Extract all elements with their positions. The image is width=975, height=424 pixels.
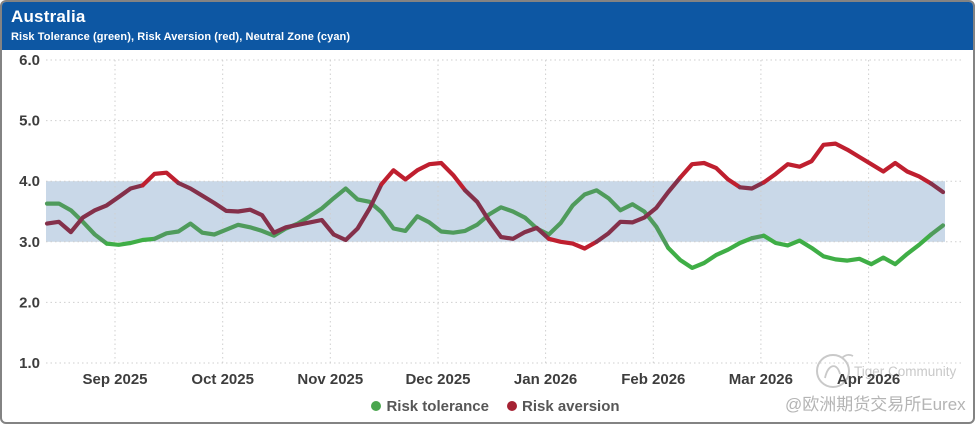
risk-tolerance-dot-icon <box>371 401 382 411</box>
legend-label-risk-aversion: Risk aversion <box>521 397 620 415</box>
y-tick-label: 3.0 <box>19 234 40 251</box>
y-tick-label: 5.0 <box>19 113 40 130</box>
series-risk-aversion <box>678 160 743 190</box>
series-risk-tolerance <box>749 233 766 241</box>
series-risk-aversion <box>594 175 683 244</box>
series-risk-aversion <box>761 141 934 186</box>
series-risk-aversion <box>737 180 766 191</box>
chart-subtitle: Risk Tolerance (green), Risk Aversion (r… <box>11 31 351 44</box>
series-risk-aversion <box>176 180 384 243</box>
series-risk-tolerance <box>761 232 934 267</box>
series-risk-aversion <box>44 183 145 235</box>
tiger-logo-icon <box>816 354 850 388</box>
x-tick-label: Sep 2025 <box>82 371 147 388</box>
watermark-community: Tiger Community <box>854 364 957 379</box>
y-tick-label: 4.0 <box>19 173 40 190</box>
series-risk-tolerance <box>44 201 109 246</box>
tiger-logo-icon <box>824 353 854 379</box>
x-tick-label: Jan 2026 <box>514 371 577 388</box>
risk-aversion-dot-icon <box>506 401 517 411</box>
legend-item-risk-aversion[interactable]: Risk aversion <box>506 397 620 415</box>
x-tick-label: Oct 2025 <box>191 371 254 388</box>
x-tick-label: Nov 2025 <box>297 371 363 388</box>
series-risk-tolerance <box>104 236 157 247</box>
series-risk-aversion <box>546 236 599 251</box>
x-tick-label: Mar 2026 <box>729 371 793 388</box>
chart-legend: Risk tolerance Risk aversion <box>46 395 945 417</box>
legend-label-risk-tolerance: Risk tolerance <box>386 397 489 415</box>
y-tick-label: 2.0 <box>19 294 40 311</box>
series-risk-aversion <box>463 188 551 241</box>
x-tick-label: Dec 2025 <box>405 371 470 388</box>
series-risk-aversion <box>379 160 468 193</box>
neutral-zone-band <box>46 181 945 242</box>
series-risk-tolerance <box>666 236 755 270</box>
chart-header: Australia Risk Tolerance (green), Risk A… <box>2 2 973 50</box>
series-risk-aversion <box>928 181 946 195</box>
series-risk-tolerance <box>152 186 671 250</box>
x-tick-label: Feb 2026 <box>621 371 685 388</box>
series-risk-aversion <box>140 170 181 188</box>
y-tick-label: 6.0 <box>19 52 40 69</box>
y-tick-label: 1.0 <box>19 355 40 372</box>
legend-item-risk-tolerance[interactable]: Risk tolerance <box>371 398 489 415</box>
x-tick-label: Apr 2026 <box>837 371 900 388</box>
chart-title: Australia <box>11 7 86 26</box>
series-risk-tolerance <box>928 223 946 237</box>
